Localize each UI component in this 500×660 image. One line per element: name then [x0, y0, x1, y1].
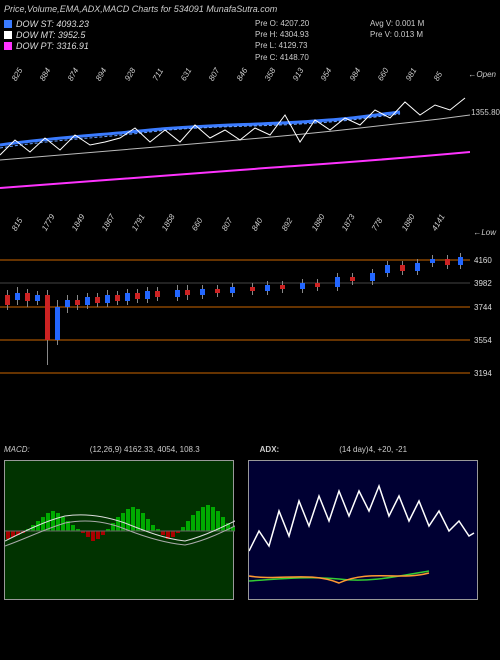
axis-tick: 1880 — [310, 213, 327, 233]
panel1-label: 1355.80 — [471, 108, 500, 117]
info-line: Pre V: 0.013 M — [370, 29, 424, 40]
low-tag: ←Low — [473, 228, 496, 237]
macd-values: (12,26,9) 4162.33, 4054, 108.3 — [90, 445, 200, 454]
info-line: Pre H: 4304.93 — [255, 29, 309, 40]
info-line: Avg V: 0.001 M — [370, 18, 424, 29]
axis-tick: 840 — [250, 216, 264, 232]
info-line: Pre L: 4129.73 — [255, 40, 309, 51]
axis-tick: 778 — [370, 216, 384, 232]
axis-tick: 892 — [280, 216, 294, 232]
adx-panel — [248, 460, 478, 600]
adx-label: ADX: — [260, 445, 280, 454]
svg-text:4160: 4160 — [474, 256, 492, 265]
axis-tick: 1880 — [400, 213, 417, 233]
axis-tick: 815 — [10, 216, 24, 232]
axis-tick: 1849 — [70, 213, 87, 233]
legend-row: DOW ST: 4093.23 — [4, 19, 89, 29]
legend-swatch — [4, 31, 12, 39]
axis-tick: 4141 — [430, 213, 447, 233]
svg-text:3744: 3744 — [474, 303, 492, 312]
legend-label: DOW PT: 3316.91 — [16, 41, 89, 51]
axis-tick: 660 — [190, 216, 204, 232]
open-tag: ←Open — [468, 70, 496, 79]
info-line: Pre O: 4207.20 — [255, 18, 309, 29]
axis-tick: 1873 — [340, 213, 357, 233]
axis-tick: 1858 — [160, 213, 177, 233]
macd-label: MACD: — [4, 445, 30, 454]
legend-label: DOW MT: 3952.5 — [16, 30, 85, 40]
svg-text:3194: 3194 — [474, 369, 492, 378]
candlestick-panel: 41603982374435543194 — [0, 245, 470, 395]
axis-tick: 1779 — [40, 213, 57, 233]
ohlc-info: Pre O: 4207.20Pre H: 4304.93Pre L: 4129.… — [255, 18, 309, 63]
indicator-labels: MACD: (12,26,9) 4162.33, 4054, 108.3 ADX… — [4, 445, 496, 454]
legend-swatch — [4, 42, 12, 50]
legend-block: DOW ST: 4093.23DOW MT: 3952.5DOW PT: 331… — [4, 18, 89, 52]
svg-text:3982: 3982 — [474, 279, 492, 288]
adx-values: (14 day)4, +20, -21 — [339, 445, 407, 454]
axis-tick: 1867 — [100, 213, 117, 233]
volume-info: Avg V: 0.001 MPre V: 0.013 M — [370, 18, 424, 40]
top-axis-labels: 8258848748949287116318078463589139549846… — [0, 60, 470, 80]
ema-panel: 1355.80 — [0, 80, 470, 190]
legend-swatch — [4, 20, 12, 28]
axis-tick: 1791 — [130, 213, 147, 233]
axis-tick: 807 — [220, 216, 234, 232]
svg-text:3554: 3554 — [474, 336, 492, 345]
chart-title: Price,Volume,EMA,ADX,MACD Charts for 534… — [4, 4, 277, 14]
mid-axis-labels: 815 1779 1849 1867 1791 1858 660 807 840 892 1880 1… — [0, 210, 470, 230]
legend-label: DOW ST: 4093.23 — [16, 19, 89, 29]
legend-row: DOW PT: 3316.91 — [4, 41, 89, 51]
macd-panel — [4, 460, 234, 600]
legend-row: DOW MT: 3952.5 — [4, 30, 89, 40]
